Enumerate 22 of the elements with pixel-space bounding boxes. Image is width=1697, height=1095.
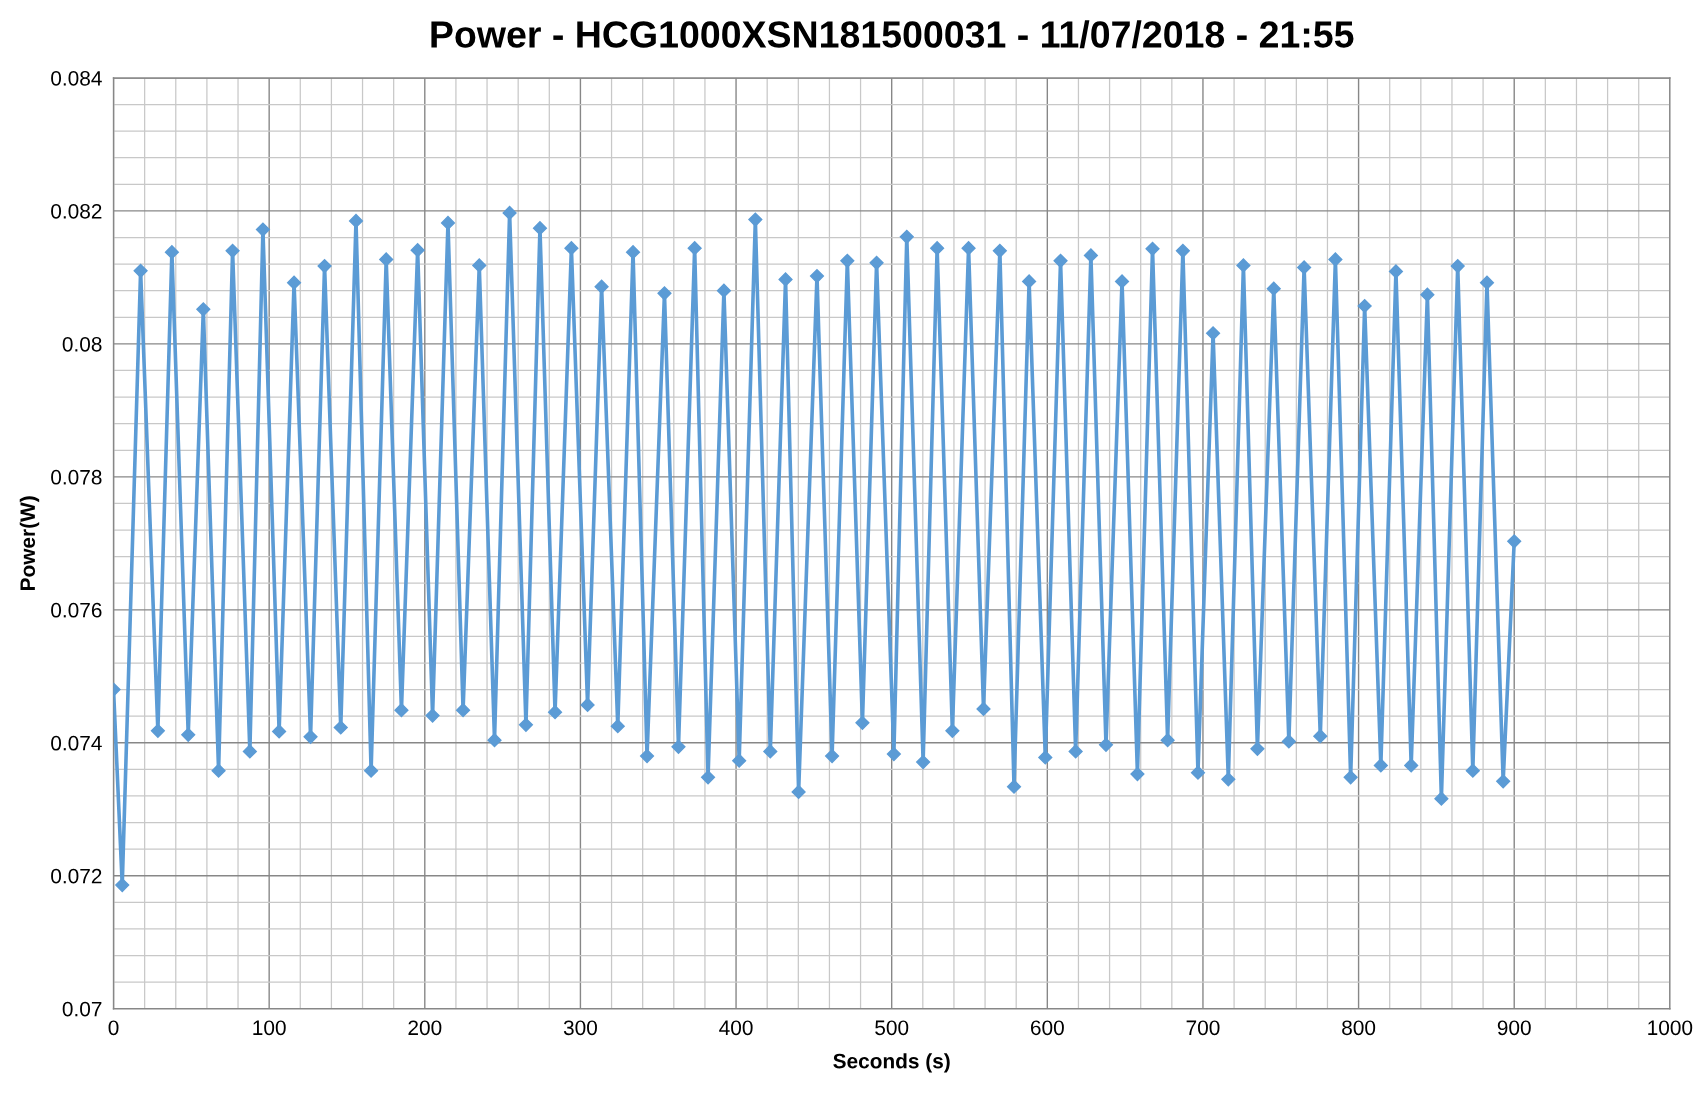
x-tick-label: 0 bbox=[108, 1020, 119, 1036]
x-tick-label: 300 bbox=[563, 1020, 597, 1036]
x-tick-label: 1000 bbox=[1648, 1020, 1693, 1036]
x-axis-title: Seconds (s) bbox=[833, 1053, 950, 1073]
x-tick-label: 200 bbox=[408, 1020, 442, 1036]
x-tick-label: 900 bbox=[1497, 1020, 1531, 1036]
y-tick-label: 0.082 bbox=[51, 203, 102, 219]
chart-title: Power - HCG1000XSN181500031 - 11/07/2018 - 21:55 bbox=[431, 20, 1354, 49]
y-tick-label: 0.07 bbox=[62, 1001, 102, 1017]
y-tick-label: 0.076 bbox=[51, 602, 102, 618]
x-tick-label: 700 bbox=[1186, 1020, 1220, 1036]
x-tick-label: 600 bbox=[1031, 1020, 1064, 1036]
y-tick-label: 0.074 bbox=[51, 735, 102, 751]
y-tick-label: 0.084 bbox=[51, 70, 102, 86]
x-tick-label: 400 bbox=[719, 1020, 753, 1036]
y-tick-label: 0.08 bbox=[62, 336, 102, 352]
y-tick-label: 0.072 bbox=[51, 868, 102, 884]
x-tick-label: 800 bbox=[1342, 1020, 1376, 1036]
y-tick-label: 0.078 bbox=[51, 469, 102, 485]
y-axis-title: Power(W) bbox=[19, 496, 40, 590]
x-tick-label: 500 bbox=[875, 1020, 909, 1036]
x-tick-label: 100 bbox=[253, 1020, 286, 1036]
